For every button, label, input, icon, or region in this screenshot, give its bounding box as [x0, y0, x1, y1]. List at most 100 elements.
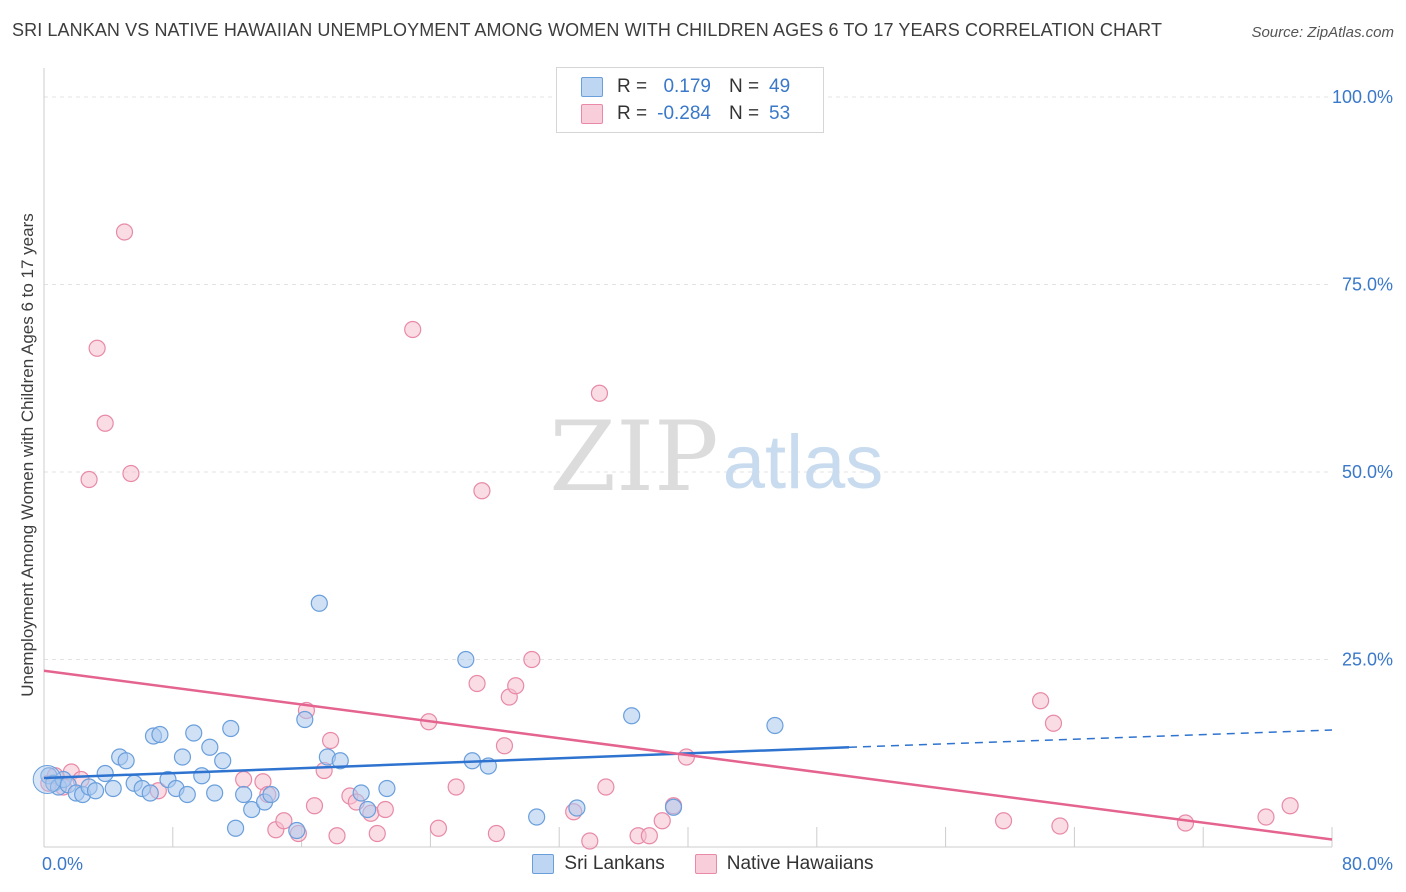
data-point-sri-lankans[interactable]: [86, 782, 105, 800]
data-point-sri-lankans[interactable]: [352, 784, 370, 802]
data-point-native-hawaiians[interactable]: [1051, 817, 1069, 835]
data-point-native-hawaiians[interactable]: [1031, 692, 1050, 710]
data-point-native-hawaiians[interactable]: [994, 812, 1013, 830]
data-point-native-hawaiians[interactable]: [597, 778, 615, 796]
data-point-native-hawaiians[interactable]: [429, 819, 448, 837]
data-point-sri-lankans[interactable]: [178, 785, 196, 804]
data-point-native-hawaiians[interactable]: [368, 824, 386, 843]
y-tick-label: 50.0%: [1342, 462, 1393, 482]
legend-n-label: N =: [729, 103, 760, 124]
data-point-sri-lankans[interactable]: [243, 800, 261, 819]
legend-swatch-native-hawaiians: [694, 854, 717, 874]
legend-n-value: 49: [769, 76, 791, 97]
legend-swatch-native-hawaiians: [581, 104, 603, 124]
tick-labels: 25.0% 50.0% 75.0% 100.0% 0.0% 80.0%: [42, 87, 1393, 874]
data-point-sri-lankans[interactable]: [457, 650, 475, 669]
data-point-sri-lankans[interactable]: [296, 710, 314, 729]
data-point-sri-lankans[interactable]: [568, 799, 586, 817]
data-point-native-hawaiians[interactable]: [115, 223, 134, 241]
chart-title: SRI LANKAN VS NATIVE HAWAIIAN UNEMPLOYME…: [12, 20, 1163, 40]
data-point-native-hawaiians[interactable]: [677, 748, 695, 766]
trend-line-sri-lankans-extension: [848, 729, 1333, 748]
source-label: Source: ZipAtlas.com: [1251, 24, 1394, 41]
data-point-sri-lankans[interactable]: [206, 784, 224, 802]
legend-swatch-sri-lankans: [532, 854, 555, 874]
gridlines: [44, 96, 1332, 660]
legend-n-label: N =: [729, 76, 760, 97]
data-point-sri-lankans[interactable]: [378, 779, 396, 798]
data-point-sri-lankans[interactable]: [331, 752, 349, 770]
data-point-native-hawaiians[interactable]: [1281, 797, 1299, 815]
data-point-sri-lankans[interactable]: [226, 819, 245, 837]
legend-item-sri-lankans[interactable]: Sri Lankans: [532, 853, 665, 875]
data-point-native-hawaiians[interactable]: [495, 737, 514, 755]
x-tick-label: 80.0%: [1342, 854, 1393, 874]
legend-r-value: 0.179: [663, 76, 711, 97]
data-point-native-hawaiians[interactable]: [523, 650, 541, 669]
data-point-sri-lankans[interactable]: [766, 716, 784, 735]
data-point-sri-lankans[interactable]: [214, 752, 232, 770]
legend-label-native-hawaiians: Native Hawaiians: [726, 853, 874, 874]
data-point-native-hawaiians[interactable]: [640, 827, 658, 845]
data-point-native-hawaiians[interactable]: [328, 827, 346, 845]
data-point-native-hawaiians[interactable]: [80, 470, 98, 489]
data-point-sri-lankans[interactable]: [117, 752, 135, 770]
legend-r-value: -0.284: [657, 103, 711, 124]
data-point-sri-lankans[interactable]: [623, 707, 641, 725]
y-tick-label: 75.0%: [1342, 275, 1393, 295]
data-point-sri-lankans[interactable]: [235, 785, 253, 804]
data-point-sri-lankans[interactable]: [104, 779, 122, 798]
legend-item-native-hawaiians[interactable]: Native Hawaiians: [694, 853, 874, 875]
y-tick-label: 25.0%: [1342, 650, 1393, 670]
data-point-native-hawaiians[interactable]: [404, 320, 422, 339]
y-tick-label: 100.0%: [1332, 87, 1393, 107]
data-point-sri-lankans[interactable]: [173, 748, 192, 766]
data-point-sri-lankans[interactable]: [96, 764, 114, 783]
data-point-sri-lankans[interactable]: [141, 784, 159, 802]
data-point-native-hawaiians[interactable]: [88, 339, 106, 357]
legend-label-sri-lankans: Sri Lankans: [564, 853, 665, 874]
legend-swatch-sri-lankans: [581, 77, 603, 97]
data-point-native-hawaiians[interactable]: [122, 464, 140, 483]
data-point-native-hawaiians[interactable]: [321, 731, 340, 750]
data-point-cluster-sri-lankans[interactable]: [32, 765, 62, 794]
legend-n-value: 53: [769, 103, 791, 124]
watermark-zip: ZIP: [549, 401, 718, 513]
data-point-native-hawaiians[interactable]: [447, 778, 465, 796]
data-point-native-hawaiians[interactable]: [507, 677, 525, 695]
data-point-sri-lankans[interactable]: [193, 767, 211, 785]
trend-lines: [43, 669, 1333, 841]
data-point-sri-lankans[interactable]: [664, 798, 683, 816]
series-legend: Sri Lankans Native Hawaiians: [0, 853, 1406, 875]
data-point-native-hawaiians[interactable]: [487, 824, 506, 843]
data-point-native-hawaiians[interactable]: [590, 384, 609, 402]
data-point-sri-lankans[interactable]: [359, 800, 377, 819]
legend-r-label: R =: [617, 76, 648, 97]
data-point-native-hawaiians[interactable]: [275, 812, 293, 830]
data-point-sri-lankans[interactable]: [262, 785, 280, 804]
data-point-sri-lankans[interactable]: [151, 725, 169, 744]
data-point-native-hawaiians[interactable]: [1257, 808, 1275, 826]
data-point-native-hawaiians[interactable]: [473, 482, 491, 500]
trend-line-native-hawaiians: [43, 669, 1333, 841]
data-point-sri-lankans[interactable]: [528, 808, 546, 826]
data-point-sri-lankans[interactable]: [310, 594, 328, 612]
data-point-sri-lankans[interactable]: [201, 738, 219, 756]
data-point-native-hawaiians[interactable]: [581, 832, 599, 850]
data-point-sri-lankans[interactable]: [222, 719, 240, 738]
data-point-sri-lankans[interactable]: [185, 724, 203, 742]
data-point-sri-lankans[interactable]: [288, 821, 306, 840]
x-tick-label: 0.0%: [42, 854, 83, 874]
data-point-native-hawaiians[interactable]: [376, 800, 394, 819]
data-point-native-hawaiians[interactable]: [235, 770, 253, 789]
legend-row-native-hawaiians: R = -0.284 N = 53: [581, 102, 790, 126]
data-point-native-hawaiians[interactable]: [653, 812, 671, 830]
data-point-native-hawaiians[interactable]: [468, 674, 486, 693]
data-point-native-hawaiians[interactable]: [1176, 814, 1195, 832]
correlation-legend: R = 0.179 N = 49 R = -0.284 N = 53: [556, 67, 824, 133]
data-point-native-hawaiians[interactable]: [305, 797, 324, 815]
data-point-native-hawaiians[interactable]: [96, 414, 114, 432]
data-point-native-hawaiians[interactable]: [1044, 714, 1063, 732]
legend-row-sri-lankans: R = 0.179 N = 49: [581, 75, 790, 99]
